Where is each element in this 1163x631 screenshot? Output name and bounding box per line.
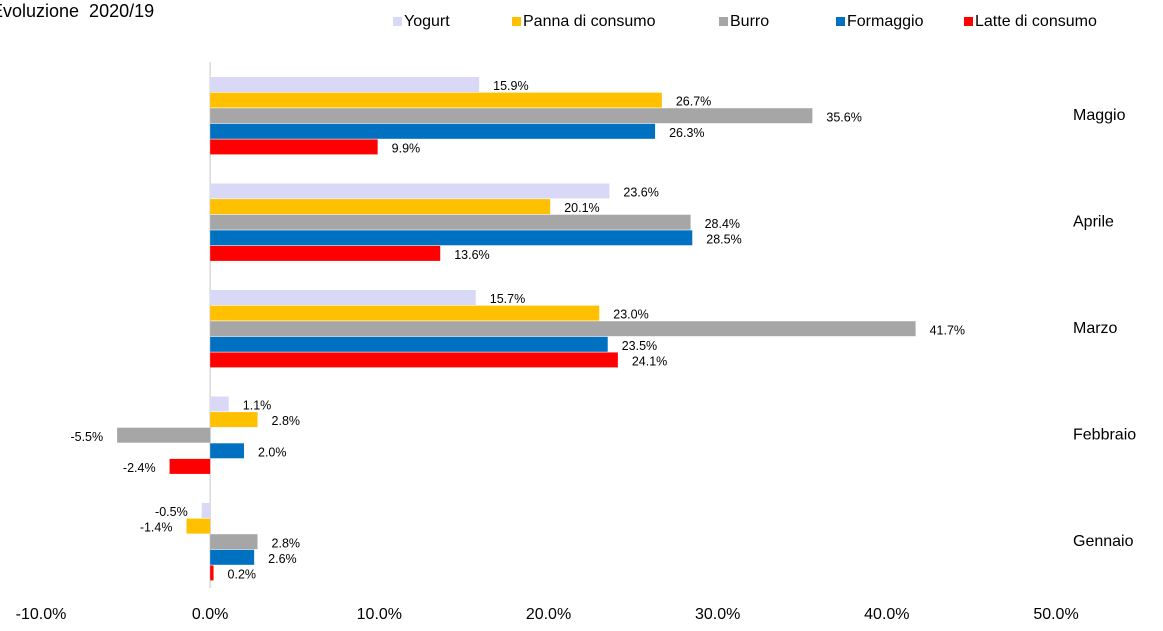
value-label: 2.8% <box>272 414 301 428</box>
value-label: 23.6% <box>623 186 658 200</box>
bar <box>210 549 255 565</box>
bar <box>210 290 476 305</box>
bar <box>210 336 608 352</box>
value-label: 23.0% <box>613 308 648 322</box>
value-label: 2.0% <box>258 445 287 459</box>
legend-swatch <box>964 17 973 26</box>
value-label: -1.4% <box>140 521 173 535</box>
chart-title: Evoluzione 2020/19 <box>0 1 154 21</box>
value-label: 23.5% <box>622 339 657 353</box>
x-tick-label: 30.0% <box>695 606 740 623</box>
x-tick-label: 40.0% <box>864 606 909 623</box>
legend-label: Panna di consumo <box>523 13 656 30</box>
value-label: 0.2% <box>228 567 256 581</box>
legend-label: Burro <box>730 13 769 30</box>
bar <box>201 503 211 518</box>
bar <box>210 443 244 459</box>
value-label: 15.7% <box>490 292 525 306</box>
bar <box>210 412 258 428</box>
bar <box>210 108 813 124</box>
value-label: 24.1% <box>632 354 667 368</box>
value-label: 26.3% <box>669 126 704 140</box>
value-label: 1.1% <box>243 399 272 413</box>
bar <box>186 518 211 534</box>
bar <box>169 458 211 474</box>
value-label: 2.6% <box>268 552 297 566</box>
value-label: 13.6% <box>454 248 489 262</box>
value-label: 9.9% <box>392 141 421 155</box>
value-label: 20.1% <box>564 201 599 215</box>
value-label: -0.5% <box>155 505 188 519</box>
legend-label: Formaggio <box>847 13 924 30</box>
value-label: 28.5% <box>706 232 741 246</box>
value-label: -2.4% <box>123 461 156 475</box>
legend-swatch <box>393 17 402 26</box>
bar <box>210 123 656 139</box>
bar <box>210 396 229 412</box>
bar <box>210 214 691 230</box>
category-label: Gennaio <box>1073 533 1134 550</box>
bar <box>210 321 916 337</box>
x-tick-label: -10.0% <box>16 606 67 623</box>
value-label: 28.4% <box>705 217 740 231</box>
category-label: Aprile <box>1073 214 1114 231</box>
x-tick-label: 0.0% <box>192 606 228 623</box>
bar <box>210 199 551 215</box>
category-label: Maggio <box>1073 107 1126 124</box>
x-tick-label: 50.0% <box>1033 606 1078 623</box>
legend-swatch <box>719 17 728 26</box>
bar <box>210 352 618 368</box>
value-label: 15.9% <box>493 79 528 93</box>
bar <box>210 245 441 261</box>
bar <box>117 427 211 443</box>
value-label: 41.7% <box>930 323 965 337</box>
x-tick-label: 20.0% <box>526 606 571 623</box>
value-label: 35.6% <box>826 110 861 124</box>
bar <box>210 139 378 155</box>
value-label: 2.8% <box>272 536 301 550</box>
legend-label: Yogurt <box>404 13 450 30</box>
bar <box>210 92 662 108</box>
category-label: Marzo <box>1073 320 1118 337</box>
x-tick-label: 10.0% <box>357 606 402 623</box>
bar <box>210 183 610 199</box>
bar <box>210 565 214 581</box>
bar <box>210 305 600 321</box>
bar <box>210 77 480 92</box>
legend-swatch <box>512 17 521 26</box>
bar <box>210 230 693 246</box>
value-label: 26.7% <box>676 95 711 109</box>
legend-label: Latte di consumo <box>975 13 1097 30</box>
legend-swatch <box>836 17 845 26</box>
bar <box>210 534 258 550</box>
category-label: Febbraio <box>1073 427 1136 444</box>
value-label: -5.5% <box>70 430 103 444</box>
